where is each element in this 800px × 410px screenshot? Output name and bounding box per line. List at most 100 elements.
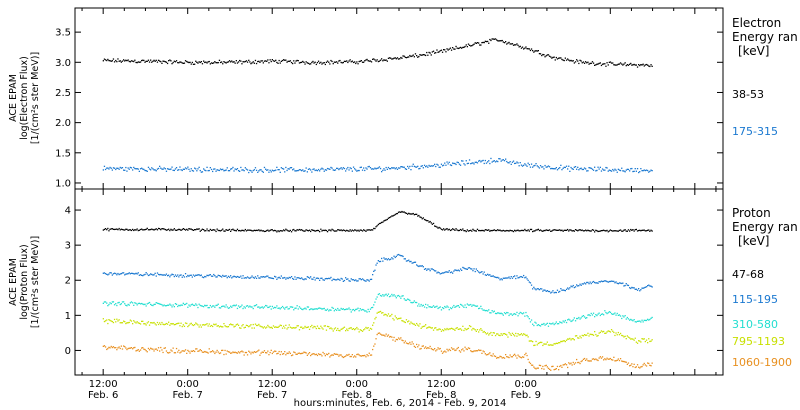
data-point: [248, 326, 250, 328]
data-point: [564, 166, 566, 169]
data-point: [367, 355, 369, 357]
data-point: [612, 359, 614, 361]
data-point: [359, 278, 361, 280]
data-point: [381, 295, 383, 297]
data-point: [448, 161, 450, 163]
data-point: [576, 284, 578, 286]
data-point: [138, 170, 140, 172]
data-point: [496, 160, 498, 162]
data-point: [368, 352, 370, 354]
data-point: [177, 322, 179, 325]
data-point: [108, 319, 110, 321]
data-point: [488, 309, 490, 311]
data-point: [343, 167, 346, 170]
data-point: [159, 350, 161, 352]
data-point: [275, 326, 277, 328]
data-point: [541, 230, 543, 232]
data-point: [536, 50, 538, 52]
data-point: [204, 304, 206, 306]
data-point: [480, 271, 482, 273]
data-point: [162, 274, 164, 276]
data-point: [644, 319, 646, 322]
data-point: [360, 60, 362, 62]
data-point: [260, 352, 262, 354]
data-point: [171, 229, 173, 231]
data-point: [290, 327, 293, 329]
data-point: [507, 336, 509, 338]
data-point: [188, 61, 190, 64]
data-point: [439, 227, 441, 229]
data-point: [350, 355, 352, 358]
data-point: [315, 63, 317, 66]
data-point: [528, 281, 530, 283]
data-point: [275, 307, 277, 309]
data-point: [254, 304, 257, 307]
data-point: [507, 356, 509, 358]
data-point: [609, 331, 612, 333]
data-point: [299, 229, 302, 231]
data-point: [497, 229, 499, 231]
data-point: [510, 313, 512, 315]
data-point: [169, 351, 171, 354]
data-point: [239, 352, 241, 354]
data-point: [375, 316, 377, 319]
data-point: [534, 344, 536, 346]
data-point: [613, 170, 615, 172]
data-point: [616, 171, 618, 173]
data-point: [210, 351, 213, 353]
data-point: [123, 320, 125, 322]
data-point: [395, 58, 397, 60]
data-point: [274, 350, 276, 352]
data-point: [242, 229, 244, 232]
data-point: [121, 348, 124, 350]
data-point: [591, 61, 594, 63]
data-point: [341, 230, 343, 232]
data-point: [328, 310, 330, 312]
data-point: [515, 230, 517, 232]
data-point: [126, 273, 128, 275]
data-point: [551, 230, 553, 232]
data-point: [197, 350, 199, 352]
data-point: [272, 325, 275, 327]
data-point: [618, 334, 621, 336]
data-point: [315, 169, 317, 171]
data-point: [535, 229, 537, 231]
data-point: [219, 275, 222, 277]
data-point: [395, 317, 397, 319]
data-point: [230, 230, 232, 232]
data-point: [530, 163, 533, 165]
data-point: [464, 304, 466, 306]
data-point: [627, 336, 630, 338]
data-point: [408, 259, 410, 261]
data-point: [547, 325, 550, 327]
data-point: [270, 308, 272, 310]
data-point: [627, 229, 630, 231]
data-point: [115, 321, 117, 323]
xtick-date-label: Feb. 7: [257, 390, 287, 401]
data-point: [128, 168, 130, 170]
data-point: [302, 278, 304, 280]
data-point: [385, 333, 387, 335]
data-point: [143, 229, 145, 231]
data-point: [179, 166, 181, 168]
data-point: [379, 310, 382, 313]
data-point: [388, 336, 391, 338]
data-point: [630, 318, 632, 321]
data-point: [257, 350, 259, 352]
data-point: [341, 328, 343, 330]
data-point: [215, 323, 217, 325]
data-point: [461, 47, 463, 49]
data-point: [521, 313, 524, 315]
data-point: [592, 358, 595, 360]
data-point: [348, 169, 350, 171]
data-point: [171, 273, 173, 275]
data-point: [615, 230, 617, 232]
data-point: [393, 255, 395, 257]
data-point: [541, 341, 543, 344]
data-point: [487, 353, 489, 356]
data-point: [528, 318, 530, 320]
data-point: [564, 229, 566, 231]
data-point: [159, 228, 161, 230]
data-point: [113, 167, 116, 169]
data-point: [579, 318, 581, 320]
